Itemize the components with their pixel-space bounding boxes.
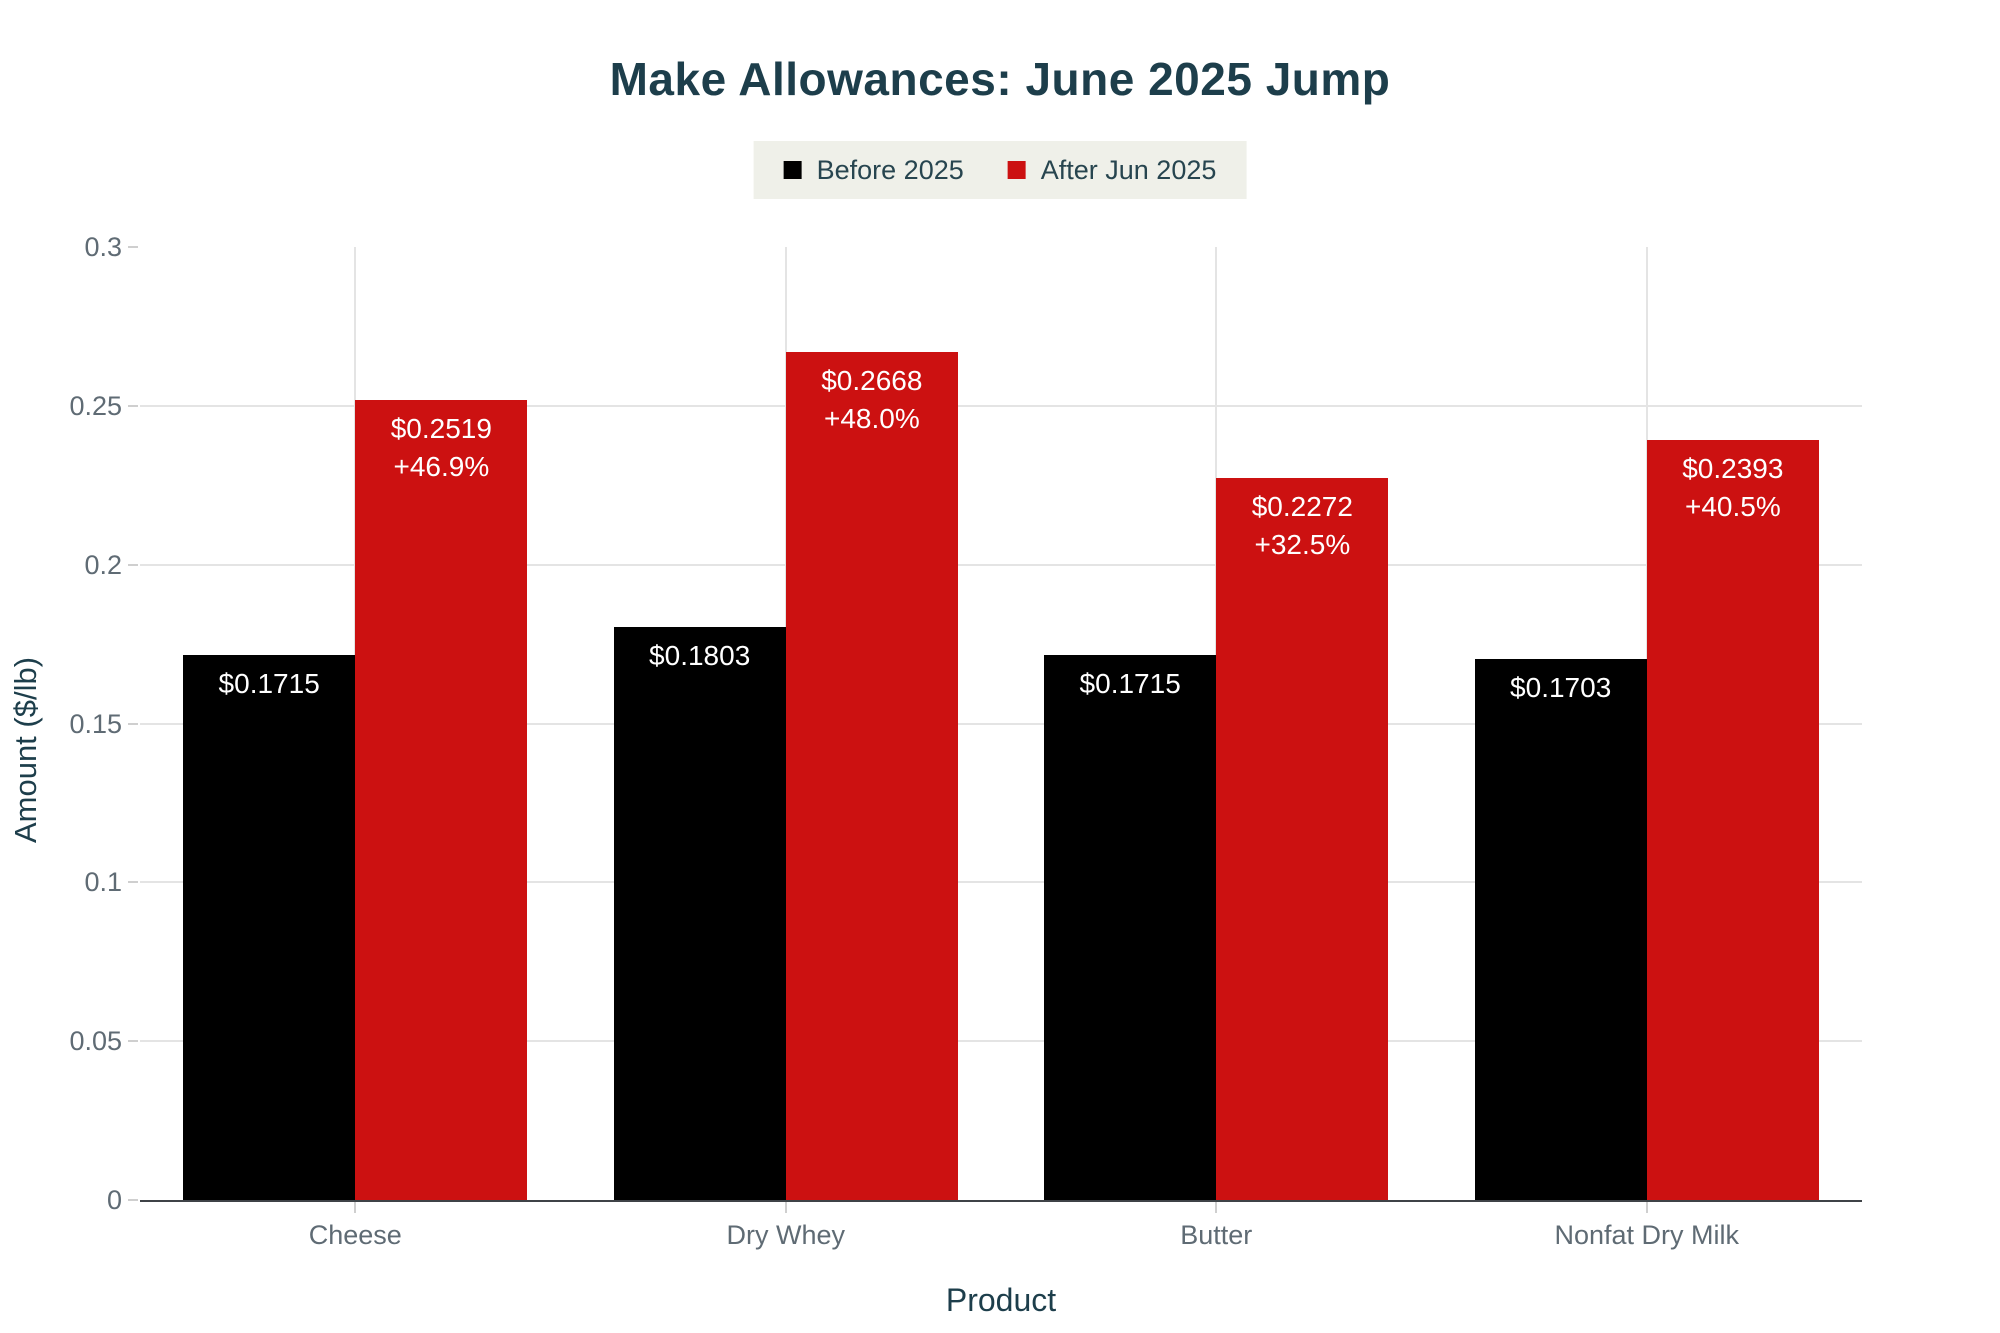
- y-tick-mark: [128, 881, 138, 884]
- y-tick-label-0.1: 0.1: [84, 867, 122, 898]
- legend-swatch-after-icon: [1007, 161, 1026, 179]
- bar-pct-label: +46.9%: [393, 450, 490, 482]
- chart-title: Make Allowances: June 2025 Jump: [609, 53, 1391, 105]
- bar-pct-label: +40.5%: [1684, 490, 1781, 522]
- x-tick-label-cheese: Cheese: [308, 1220, 402, 1250]
- bar-label-after-jun-2025-dry-whey: $0.2668 +48.0%: [786, 362, 958, 438]
- y-tick-mark: [128, 404, 138, 407]
- legend-item-before[interactable]: Before 2025: [783, 154, 964, 186]
- x-tick-label-dry-whey: Dry Whey: [726, 1220, 845, 1250]
- plot-area: $0.1715 $0.2519 +46.9% $0.1803 $0.2668 +48.0%…: [140, 247, 1863, 1202]
- bar-before-2025-nonfat-dry-milk[interactable]: $0.1703: [1474, 659, 1647, 1200]
- bar-label-after-jun-2025-nonfat-dry-milk: $0.2393 +40.5%: [1647, 450, 1819, 526]
- bar-value-label: $0.2668: [821, 365, 923, 397]
- bar-after-jun-2025-butter[interactable]: $0.2272 +32.5%: [1216, 478, 1389, 1200]
- x-tick-mark: [354, 1202, 357, 1213]
- legend-item-after[interactable]: After Jun 2025: [1007, 154, 1217, 186]
- bar-group-dry-whey: $0.1803 $0.2668 +48.0%: [571, 247, 1002, 1200]
- h-gridline-0.2: [140, 563, 1862, 566]
- bar-pct-label: +48.0%: [823, 403, 920, 435]
- bar-value-label: $0.1803: [649, 640, 751, 672]
- y-tick-label-0.25: 0.25: [69, 390, 122, 421]
- bar-value-label: $0.1715: [218, 668, 320, 700]
- y-tick-label-0.3: 0.3: [84, 232, 122, 262]
- y-tick-label-0.2: 0.2: [84, 549, 122, 580]
- bar-label-before-2025-cheese: $0.1715: [183, 665, 355, 703]
- legend-label-before: Before 2025: [816, 154, 964, 185]
- h-gridline-0.05: [140, 1040, 1862, 1043]
- bar-value-label: $0.2272: [1251, 491, 1353, 523]
- x-tick-mark: [1215, 1202, 1218, 1213]
- bar-group-nonfat-dry-milk: $0.1703 $0.2393 +40.5%: [1432, 247, 1863, 1200]
- bar-before-2025-cheese[interactable]: $0.1715: [183, 655, 356, 1200]
- h-gridline-0.25: [140, 404, 1862, 407]
- bar-value-label: $0.1703: [1510, 672, 1612, 704]
- bar-label-after-jun-2025-cheese: $0.2519 +46.9%: [355, 410, 527, 486]
- bar-label-before-2025-butter: $0.1715: [1044, 665, 1216, 703]
- y-tick-mark: [128, 246, 138, 248]
- x-axis-line: [140, 1200, 1862, 1202]
- bar-before-2025-dry-whey[interactable]: $0.1803: [613, 627, 786, 1200]
- bar-after-jun-2025-dry-whey[interactable]: $0.2668 +48.0%: [785, 352, 958, 1200]
- bar-group-cheese: $0.1715 $0.2519 +46.9%: [140, 247, 571, 1200]
- y-tick-label-0.15: 0.15: [69, 708, 122, 739]
- legend: Before 2025 After Jun 2025: [753, 141, 1247, 199]
- bar-value-label: $0.1715: [1079, 668, 1181, 700]
- bar-after-jun-2025-nonfat-dry-milk[interactable]: $0.2393 +40.5%: [1646, 439, 1819, 1200]
- x-axis-title: Product: [945, 1282, 1057, 1318]
- bar-pct-label: +32.5%: [1254, 529, 1351, 561]
- x-tick-label-butter: Butter: [1180, 1220, 1253, 1250]
- y-tick-mark: [128, 722, 138, 725]
- y-tick-mark: [128, 563, 138, 566]
- legend-label-after: After Jun 2025: [1040, 154, 1217, 185]
- h-gridline-0.1: [140, 881, 1862, 884]
- legend-swatch-before-icon: [783, 161, 802, 179]
- h-gridline-0.15: [140, 722, 1862, 725]
- bar-group-butter: $0.1715 $0.2272 +32.5%: [1001, 247, 1432, 1200]
- y-tick-label-0.05: 0.05: [69, 1026, 122, 1057]
- y-tick-mark: [128, 1040, 138, 1043]
- bar-label-before-2025-nonfat-dry-milk: $0.1703: [1475, 669, 1647, 707]
- x-tick-mark: [1645, 1202, 1648, 1213]
- bar-value-label: $0.2393: [1682, 452, 1784, 484]
- y-tick-mark: [128, 1199, 138, 1201]
- y-tick-label-0: 0: [106, 1185, 122, 1215]
- bar-after-jun-2025-cheese[interactable]: $0.2519 +46.9%: [355, 399, 528, 1200]
- bar-value-label: $0.2519: [390, 412, 492, 444]
- y-axis-title: Amount ($/lb): [8, 656, 43, 844]
- x-tick-label-nonfat-dry-milk: Nonfat Dry Milk: [1554, 1220, 1740, 1250]
- bar-label-after-jun-2025-butter: $0.2272 +32.5%: [1216, 488, 1388, 564]
- bar-label-before-2025-dry-whey: $0.1803: [614, 637, 786, 675]
- bar-before-2025-butter[interactable]: $0.1715: [1044, 655, 1217, 1200]
- x-tick-mark: [784, 1202, 787, 1213]
